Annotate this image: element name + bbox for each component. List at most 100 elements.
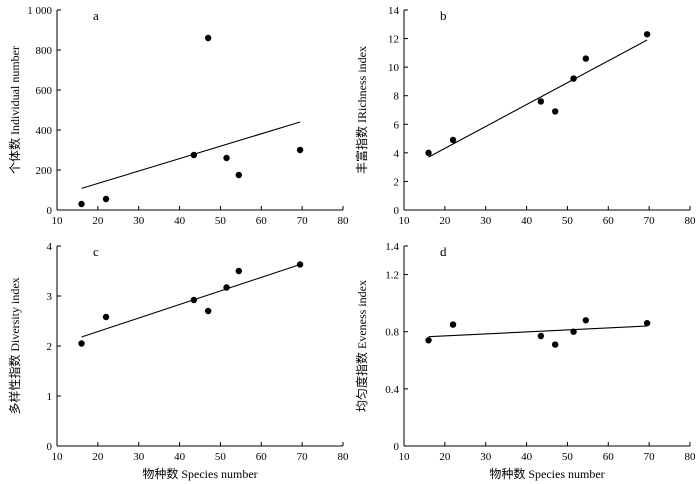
y-tick-label: 1.4 xyxy=(385,241,399,253)
axes xyxy=(56,9,344,211)
panel-letter: d xyxy=(440,244,447,259)
panel-d: 10 20 30 40 50 60 70 80 0 0.4 0.8 1.2 1.4 d 均匀度指数 Even… xyxy=(354,241,696,481)
x-tick-label: 20 xyxy=(92,215,104,227)
data-point xyxy=(223,284,230,291)
y-tick-label: 200 xyxy=(36,165,53,177)
x-tick-label: 70 xyxy=(297,215,309,227)
x-axis-title: 物种数 Species number xyxy=(489,466,604,481)
x-tick-label: 60 xyxy=(256,451,268,463)
x-tick-label: 40 xyxy=(521,215,533,227)
x-tick-label: 70 xyxy=(644,451,656,463)
panel-c: 10 20 30 40 50 60 70 80 0 1 2 3 4 c 多样性指数 Diversity in… xyxy=(7,241,349,481)
x-axis-title: 物种数 Species number xyxy=(142,466,257,481)
data-point xyxy=(78,340,85,347)
x-tick-label: 20 xyxy=(92,451,104,463)
data-point xyxy=(551,341,559,348)
x-tick-label: 40 xyxy=(174,451,186,463)
x-tick-label: 30 xyxy=(480,451,492,463)
data-point xyxy=(449,136,457,144)
data-point xyxy=(582,317,590,324)
y-axis-title: 均匀度指数 Eveness index xyxy=(354,280,369,412)
data-point xyxy=(551,108,559,115)
y-tick-label: 3 xyxy=(47,291,53,303)
x-tick-label: 10 xyxy=(399,215,411,227)
x-tick-label: 10 xyxy=(52,451,64,463)
x-tick-label: 30 xyxy=(133,451,145,463)
y-tick-label: 1.2 xyxy=(385,270,399,282)
y-tick-label: 400 xyxy=(36,125,53,137)
x-tick-label: 70 xyxy=(297,451,309,463)
data-point xyxy=(449,321,457,328)
panel-letter: a xyxy=(93,8,99,23)
y-tick-label: 14 xyxy=(388,5,400,17)
data-point xyxy=(296,146,304,154)
x-tick-label: 10 xyxy=(399,451,411,463)
y-tick-label: 800 xyxy=(36,45,53,57)
data-point xyxy=(537,98,545,105)
fit-line xyxy=(428,39,648,158)
data-point xyxy=(643,319,651,327)
y-tick-label: 1 000 xyxy=(27,5,52,17)
x-tick-label: 80 xyxy=(338,451,350,463)
x-tick-label: 50 xyxy=(562,451,574,463)
data-point xyxy=(223,154,230,162)
data-point xyxy=(582,55,590,62)
data-point xyxy=(296,261,304,268)
data-point xyxy=(570,75,577,82)
data-point xyxy=(570,328,577,335)
y-tick-label: 10 xyxy=(388,62,400,74)
data-point xyxy=(537,332,545,340)
y-tick-label: 6 xyxy=(394,119,400,131)
panel-letter: b xyxy=(440,8,447,23)
y-tick-label: 2 xyxy=(394,176,400,188)
y-axis-title: 多样性指数 Diversity index xyxy=(7,277,22,414)
y-tick-label: 0 xyxy=(47,205,53,217)
x-tick-label: 50 xyxy=(215,451,227,463)
y-tick-label: 12 xyxy=(388,34,399,46)
x-tick-label: 20 xyxy=(439,451,451,463)
y-tick-label: 0 xyxy=(394,441,400,453)
x-tick-label: 10 xyxy=(52,215,64,227)
panel-b: 10 20 30 40 50 60 70 80 0 2 4 6 8 10 12 14 b 丰富指数 IRichne… xyxy=(354,5,696,227)
x-tick-label: 20 xyxy=(439,215,451,227)
y-axis-title: 丰富指数 IRichness index xyxy=(354,46,369,174)
data-point xyxy=(235,267,243,275)
y-tick-label: 4 xyxy=(47,241,53,253)
y-tick-label: 4 xyxy=(394,148,400,160)
panel-letter: c xyxy=(93,244,99,259)
data-point xyxy=(425,337,432,344)
x-tick-label: 60 xyxy=(603,451,615,463)
x-tick-label: 80 xyxy=(685,451,697,463)
y-tick-label: 8 xyxy=(394,91,400,103)
data-point xyxy=(204,307,212,315)
data-point xyxy=(102,195,110,203)
x-tick-label: 50 xyxy=(562,215,574,227)
x-tick-label: 30 xyxy=(480,215,492,227)
y-axis-title: 个体数 Individual number xyxy=(7,46,22,174)
x-tick-label: 60 xyxy=(603,215,615,227)
data-point xyxy=(190,151,198,159)
axes xyxy=(403,245,691,447)
x-tick-label: 40 xyxy=(174,215,186,227)
x-tick-label: 80 xyxy=(338,215,350,227)
y-tick-label: 2 xyxy=(47,341,53,353)
y-tick-label: 0.4 xyxy=(385,384,399,396)
data-point xyxy=(643,31,651,38)
axes xyxy=(403,9,691,211)
x-tick-label: 60 xyxy=(256,215,268,227)
y-tick-label: 0 xyxy=(394,205,400,217)
data-point xyxy=(204,34,212,42)
fit-line xyxy=(428,325,648,338)
axes xyxy=(56,245,344,447)
data-point xyxy=(190,296,198,304)
data-point xyxy=(78,200,85,208)
y-tick-label: 0 xyxy=(47,441,53,453)
x-tick-label: 50 xyxy=(215,215,227,227)
y-tick-label: 1 xyxy=(47,391,53,403)
x-tick-label: 70 xyxy=(644,215,656,227)
data-point xyxy=(235,171,243,179)
y-tick-label: 600 xyxy=(36,85,53,97)
y-tick-label: 0.8 xyxy=(385,327,399,339)
